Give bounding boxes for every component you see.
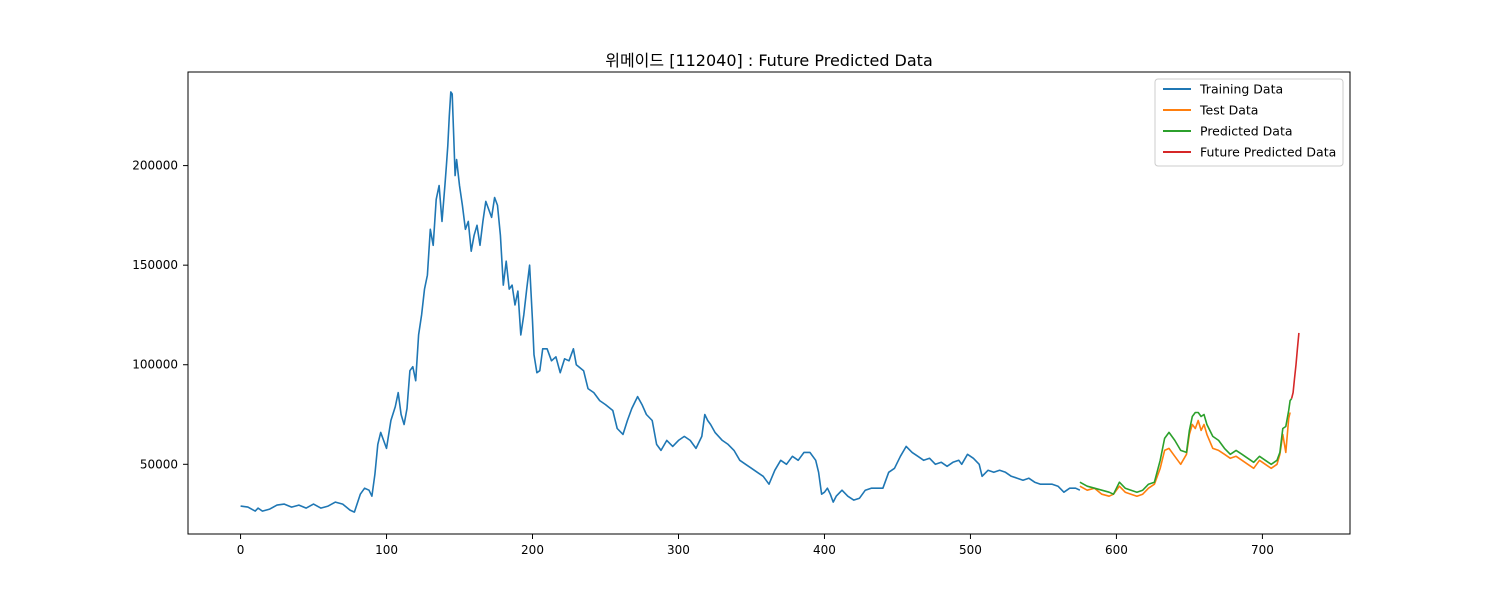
y-axis: 50000 100000 150000 200000 bbox=[132, 159, 188, 471]
y-tick-label: 150000 bbox=[132, 258, 178, 272]
x-tick-label: 500 bbox=[959, 543, 982, 557]
x-tick-label: 700 bbox=[1251, 543, 1274, 557]
x-tick-label: 400 bbox=[813, 543, 836, 557]
y-tick-label: 50000 bbox=[140, 457, 178, 471]
y-tick-label: 100000 bbox=[132, 358, 178, 372]
legend-box bbox=[1154, 78, 1344, 167]
x-tick-label: 200 bbox=[521, 543, 544, 557]
legend-label: Training Data bbox=[1199, 82, 1283, 97]
series-line-training-data bbox=[240, 91, 1081, 513]
legend-label: Predicted Data bbox=[1200, 124, 1293, 139]
series-line-future-predicted-data bbox=[1290, 332, 1300, 399]
x-tick-label: 300 bbox=[667, 543, 690, 557]
legend: Training Data Test Data Predicted Data Futu… bbox=[1154, 78, 1344, 167]
series-lines bbox=[240, 91, 1300, 513]
x-axis: 0 100 200 300 400 500 600 700 bbox=[237, 534, 1274, 557]
legend-label: Test Data bbox=[1199, 103, 1258, 118]
y-tick-label: 200000 bbox=[132, 159, 178, 173]
legend-label: Future Predicted Data bbox=[1200, 145, 1336, 160]
series-line-predicted-data bbox=[1079, 398, 1293, 496]
x-tick-label: 0 bbox=[237, 543, 245, 557]
series-line-test-data bbox=[1079, 412, 1291, 498]
chart-title: 위메이드 [112040] : Future Predicted Data bbox=[605, 51, 933, 70]
x-tick-label: 600 bbox=[1105, 543, 1128, 557]
x-tick-label: 100 bbox=[375, 543, 398, 557]
